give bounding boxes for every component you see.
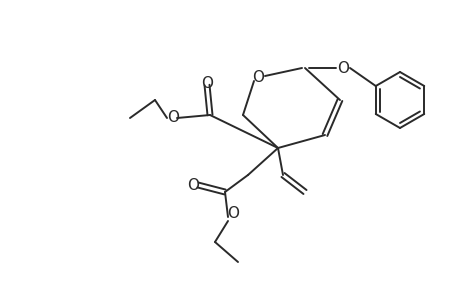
Text: O: O (167, 110, 179, 125)
Text: O: O (187, 178, 199, 193)
Text: O: O (252, 70, 263, 85)
Text: O: O (336, 61, 348, 76)
Text: O: O (201, 76, 213, 91)
Text: O: O (226, 206, 239, 220)
